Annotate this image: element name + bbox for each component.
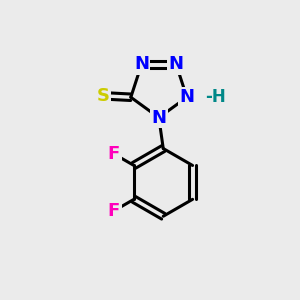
- Text: N: N: [151, 109, 166, 127]
- Text: S: S: [96, 87, 110, 105]
- Text: N: N: [179, 88, 194, 106]
- Text: -H: -H: [205, 88, 226, 106]
- Text: N: N: [134, 55, 149, 73]
- Text: N: N: [169, 55, 184, 73]
- Text: F: F: [108, 145, 120, 163]
- Text: F: F: [108, 202, 120, 220]
